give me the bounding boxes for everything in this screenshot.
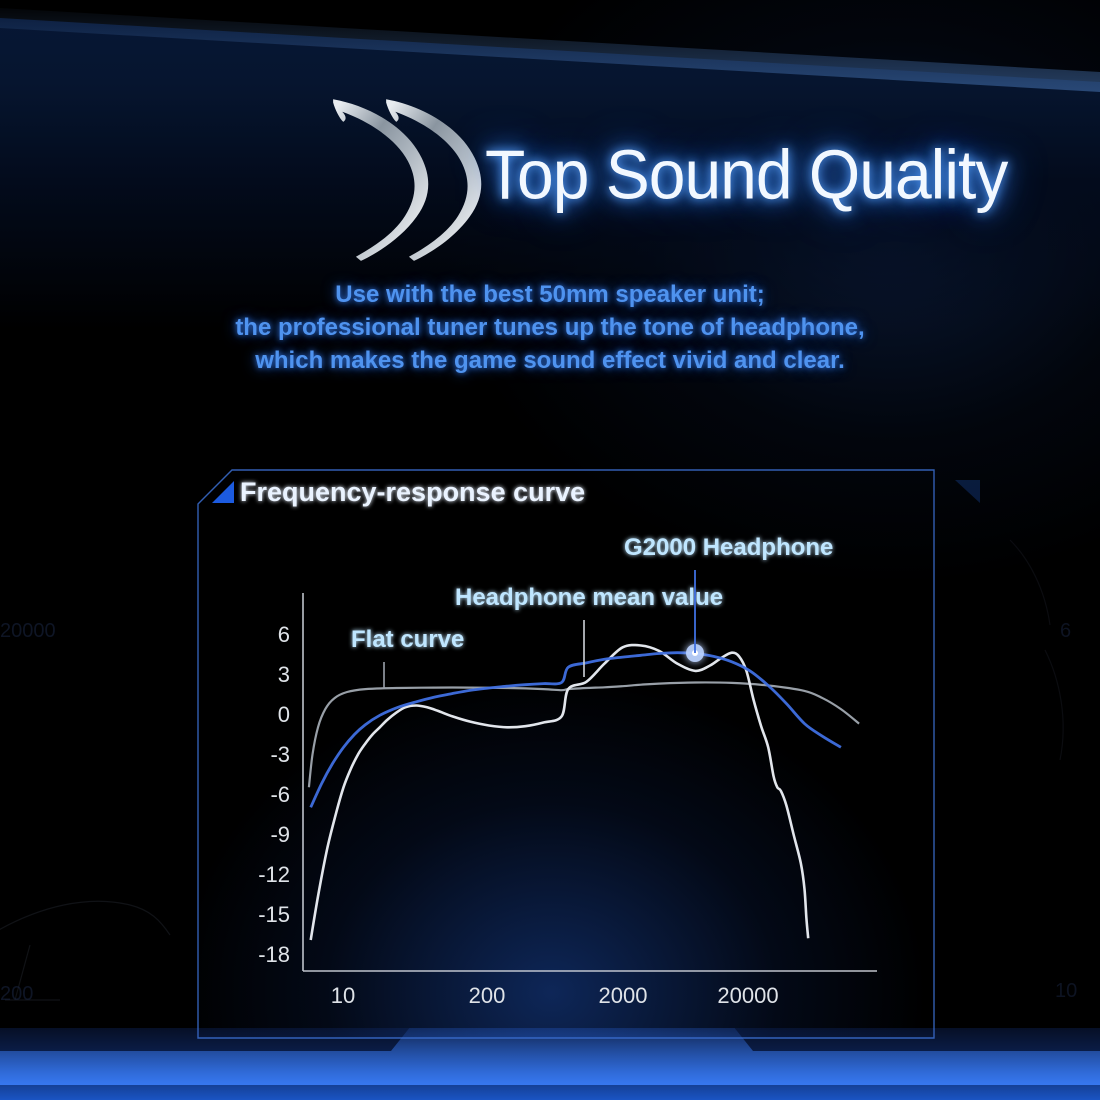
svg-text:-12: -12 xyxy=(258,862,290,887)
svg-text:Headphone mean value: Headphone mean value xyxy=(455,584,723,611)
svg-text:-9: -9 xyxy=(270,822,290,847)
svg-text:Flat curve: Flat curve xyxy=(351,626,464,653)
svg-text:20000: 20000 xyxy=(717,983,778,1008)
svg-text:6: 6 xyxy=(278,622,290,647)
svg-text:-3: -3 xyxy=(270,742,290,767)
svg-text:0: 0 xyxy=(278,702,290,727)
svg-text:G2000 Headphone: G2000 Headphone xyxy=(624,534,833,561)
svg-text:2000: 2000 xyxy=(599,983,648,1008)
svg-text:-6: -6 xyxy=(270,782,290,807)
svg-text:200: 200 xyxy=(469,983,506,1008)
svg-text:3: 3 xyxy=(278,662,290,687)
svg-text:Frequency-response curve: Frequency-response curve xyxy=(240,477,585,507)
svg-text:10: 10 xyxy=(331,983,355,1008)
svg-text:-15: -15 xyxy=(258,902,290,927)
svg-text:-18: -18 xyxy=(258,942,290,967)
